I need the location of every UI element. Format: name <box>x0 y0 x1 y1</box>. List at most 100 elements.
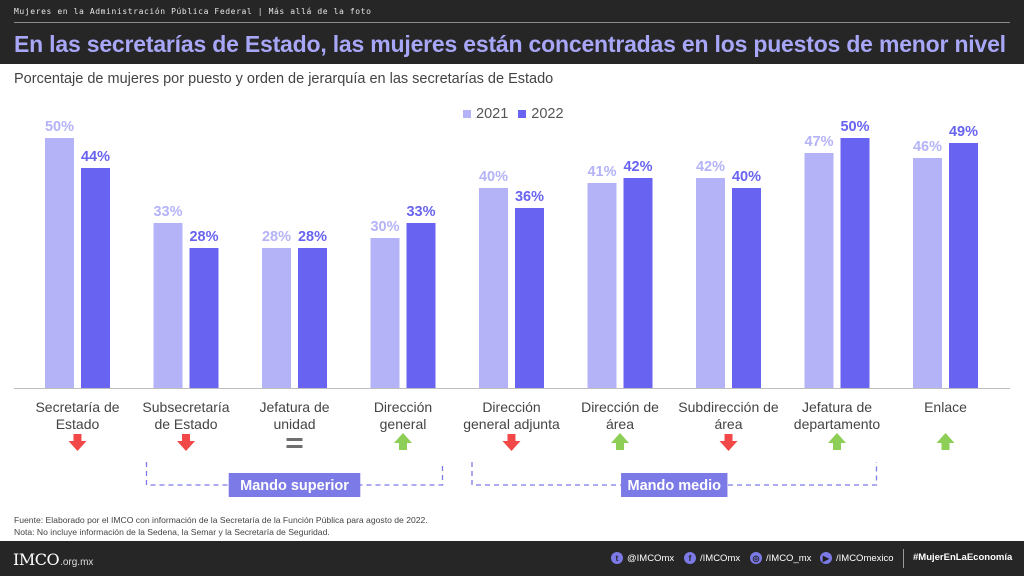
header-divider <box>14 22 1010 23</box>
chart-subtitle: Porcentaje de mujeres por puesto y orden… <box>14 71 554 87</box>
category-label-0-0: Secretaría de <box>35 399 119 415</box>
bar-2021-5 <box>587 183 617 388</box>
instagram-icon: ◎ <box>750 552 762 564</box>
category-label-5-1: área <box>606 416 634 432</box>
data-label-2021-2: 28% <box>262 229 291 245</box>
category-label-4-0: Dirección <box>482 399 540 415</box>
data-label-2022-4: 36% <box>515 189 544 205</box>
trend-down-arrow-icon <box>502 434 521 451</box>
data-label-2022-8: 49% <box>949 124 978 140</box>
instagram-link[interactable]: ◎ /IMCO_mx <box>750 552 811 564</box>
bar-2022-4 <box>515 208 544 388</box>
instagram-handle: /IMCO_mx <box>766 552 812 564</box>
hashtag[interactable]: #MujerEnLaEconomía <box>913 552 1013 563</box>
data-label-2021-4: 40% <box>479 169 508 185</box>
category-label-3-0: Dirección <box>374 399 432 415</box>
bar-2022-5 <box>623 178 653 388</box>
legend-item-2021: 2021 <box>463 106 508 122</box>
category-label-8-0: Enlace <box>924 399 967 415</box>
data-label-2022-1: 28% <box>189 229 218 245</box>
data-label-2022-7: 50% <box>840 119 869 135</box>
youtube-handle: /IMCOmexico <box>836 552 894 564</box>
data-label-2021-5: 41% <box>587 164 616 180</box>
trend-up-arrow-icon <box>936 433 955 450</box>
category-label-2-1: unidad <box>273 416 315 432</box>
footer-divider <box>903 549 904 568</box>
bar-2021-4 <box>479 188 508 388</box>
category-label-1-1: de Estado <box>154 416 217 432</box>
bar-2021-7 <box>804 153 834 388</box>
data-label-2021-3: 30% <box>370 219 399 235</box>
twitter-handle: @IMCOmx <box>627 552 675 564</box>
category-label-7-1: departamento <box>794 416 881 432</box>
bar-2022-6 <box>732 188 761 388</box>
category-label-5-0: Dirección de <box>581 399 659 415</box>
page-title: En las secretarías de Estado, las mujere… <box>14 31 1006 57</box>
chart-legend: 2021 2022 <box>463 106 574 122</box>
data-label-2021-6: 42% <box>696 159 725 175</box>
imco-logo[interactable]: IMCO .org.mx <box>13 550 93 569</box>
data-label-2022-6: 40% <box>732 169 761 185</box>
exclusion-note: Nota: No incluye información de la Seden… <box>14 526 330 537</box>
logo-text: IMCO <box>13 550 60 569</box>
trend-down-arrow-icon <box>719 434 738 451</box>
bar-2021-3 <box>370 238 400 388</box>
data-label-2021-1: 33% <box>153 204 182 220</box>
bar-2021-0 <box>45 138 74 388</box>
legend-swatch-2021 <box>463 110 471 118</box>
twitter-link[interactable]: t @IMCOmx <box>611 552 674 564</box>
bar-2021-6 <box>696 178 725 388</box>
trend-equal-icon-top <box>286 438 303 441</box>
data-label-2021-0: 50% <box>45 119 74 135</box>
category-label-6-0: Subdirección de <box>678 399 779 415</box>
category-label-3-1: general <box>380 416 427 432</box>
category-label-1-0: Subsecretaría <box>142 399 229 415</box>
category-label-2-0: Jefatura de <box>259 399 329 415</box>
youtube-link[interactable]: ▶ /IMCOmexico <box>820 552 894 564</box>
category-label-0-1: Estado <box>56 416 100 432</box>
footer-notes: Fuente: Elaborado por el IMCO con inform… <box>14 515 428 538</box>
top-label: Mujeres en la Administración Pública Fed… <box>14 7 372 16</box>
legend-swatch-2022 <box>518 110 527 118</box>
facebook-handle: /IMCOmx <box>700 552 741 564</box>
logo-domain: .org.mx <box>60 557 94 568</box>
facebook-icon: f <box>684 552 696 564</box>
footer-bar: IMCO .org.mx t @IMCOmx f /IMCOmx ◎ /IMCO… <box>0 541 1024 576</box>
group-label-0: Mando superior <box>240 478 349 494</box>
source-note: Fuente: Elaborado por el IMCO con inform… <box>14 515 428 525</box>
category-label-7-0: Jefatura de <box>802 399 872 415</box>
bar-2022-0 <box>81 168 110 388</box>
category-label-6-1: área <box>714 416 742 432</box>
youtube-icon: ▶ <box>820 552 832 564</box>
data-label-2021-7: 47% <box>804 134 833 150</box>
group-label-box-0 <box>228 473 361 497</box>
trend-equal-icon-bottom <box>286 445 303 448</box>
bar-2022-1 <box>189 248 219 388</box>
data-label-2022-5: 42% <box>623 159 652 175</box>
data-label-2022-3: 33% <box>406 204 435 220</box>
legend-item-2022: 2022 <box>518 106 564 122</box>
data-label-2022-2: 28% <box>298 229 327 245</box>
facebook-link[interactable]: f /IMCOmx <box>684 552 740 564</box>
bar-2021-8 <box>913 158 942 388</box>
data-label-2022-0: 44% <box>81 149 110 165</box>
bar-2022-8 <box>949 143 978 388</box>
bar-2022-7 <box>840 138 870 388</box>
trend-up-arrow-icon <box>394 433 412 450</box>
category-label-4-1: general adjunta <box>463 416 560 432</box>
bar-2021-2 <box>262 248 291 388</box>
trend-down-arrow-icon <box>68 434 87 451</box>
legend-label-2021: 2021 <box>476 106 509 122</box>
bar-2022-3 <box>406 223 436 388</box>
bar-2022-2 <box>298 248 327 388</box>
header-bar: Mujeres en la Administración Pública Fed… <box>0 0 1024 64</box>
trend-up-arrow-icon <box>828 433 846 450</box>
data-label-2021-8: 46% <box>913 139 942 155</box>
trend-down-arrow-icon <box>177 434 195 451</box>
bar-2021-1 <box>153 223 183 388</box>
legend-label-2022: 2022 <box>531 106 564 122</box>
group-label-1: Mando medio <box>628 478 722 494</box>
group-label-box-1 <box>621 473 728 497</box>
trend-up-arrow-icon <box>611 433 629 450</box>
